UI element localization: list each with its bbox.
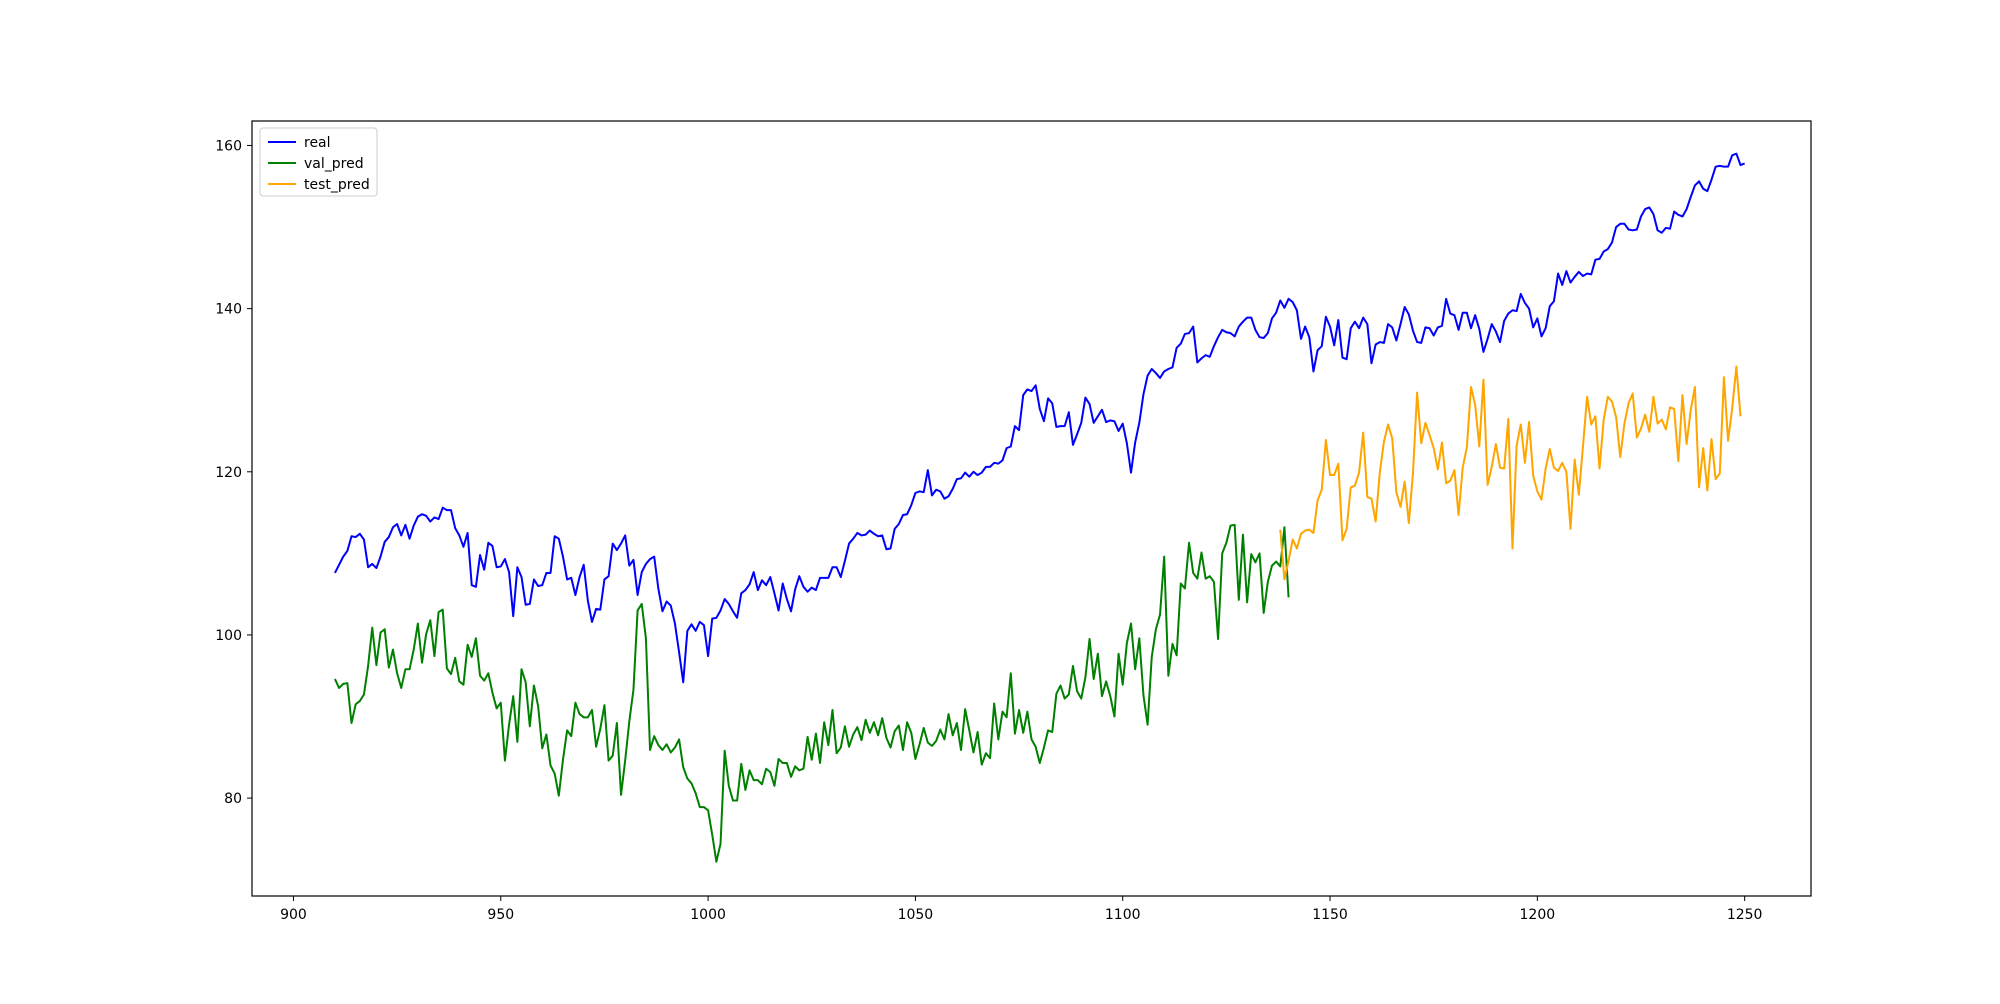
axis-ticks: 900 950 1000 1050 1100 1150 1200 1250 80 100 120 14…: [215, 138, 1762, 923]
legend: real val_pred test_pred: [259, 127, 378, 197]
series-line-real: [334, 152, 1746, 684]
plot-area-frame: [251, 120, 1812, 897]
y-tick-label: 80: [224, 791, 242, 807]
y-tick-label: 100: [215, 628, 242, 644]
x-tick-label: 1000: [690, 907, 726, 923]
series-lines: [334, 152, 1746, 863]
y-tick-label: 120: [215, 465, 242, 481]
x-tick-label: 1050: [898, 907, 934, 923]
legend-label-val_pred: val_pred: [304, 156, 364, 172]
x-tick-label: 900: [280, 907, 307, 923]
legend-label-real: real: [304, 135, 331, 151]
x-tick-label: 1250: [1727, 907, 1763, 923]
y-tick-label: 140: [215, 302, 242, 318]
x-tick-label: 1100: [1105, 907, 1141, 923]
y-tick-label: 160: [215, 138, 242, 154]
x-tick-label: 1200: [1520, 907, 1556, 923]
legend-box: [259, 127, 378, 197]
series-line-val_pred: [334, 523, 1290, 863]
series-line-test_pred: [1279, 365, 1742, 581]
legend-label-test_pred: test_pred: [304, 177, 370, 193]
x-tick-label: 950: [487, 907, 514, 923]
x-tick-label: 1150: [1312, 907, 1348, 923]
